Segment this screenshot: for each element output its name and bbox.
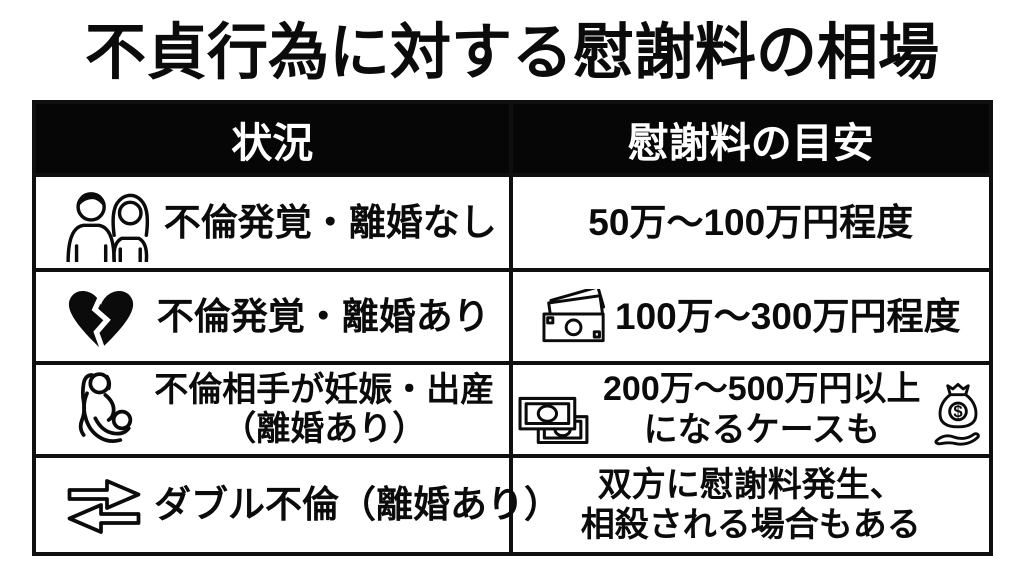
column-header-amount: 慰謝料の目安 bbox=[512, 104, 989, 177]
amount-label: 200万〜500万円以上 になるケースも bbox=[593, 369, 932, 449]
broken-heart-icon bbox=[62, 282, 140, 352]
amount-line-1: 双方に慰謝料発生、 bbox=[597, 465, 904, 504]
amount-line-2: 相殺される場合もある bbox=[580, 506, 921, 544]
table-row-2-amount: 100万〜300万円程度 bbox=[512, 272, 989, 365]
situation-line-1: 不倫相手が妊娠・出産 bbox=[154, 371, 495, 410]
table-row-4-situation: ダブル不倫（離婚あり） bbox=[36, 458, 561, 552]
column-header-situation-label: 状況 bbox=[231, 119, 314, 166]
table-row-1-situation: 不倫発覚・離婚なし bbox=[36, 177, 513, 272]
column-header-situation: 状況 bbox=[36, 104, 513, 177]
amount-line-2: になるケースも bbox=[643, 410, 880, 449]
table-row-3-amount: 200万〜500万円以上 になるケースも $ bbox=[512, 365, 989, 458]
situation-label: 不倫発覚・離婚なし bbox=[163, 201, 497, 243]
amount-label: 50万〜100万円程度 bbox=[588, 201, 914, 243]
double-arrows-icon bbox=[62, 474, 146, 536]
situation-label: 不倫相手が妊娠・出産 （離婚あり） bbox=[150, 371, 499, 448]
amount-label: 100万〜300万円程度 bbox=[615, 295, 961, 337]
situation-line-2: （離婚あり） bbox=[222, 409, 427, 448]
table-row-2-situation: 不倫発覚・離婚あり bbox=[36, 272, 513, 365]
banknotes-stack-icon bbox=[517, 394, 593, 450]
table-row-1-amount: 50万〜100万円程度 bbox=[512, 177, 989, 272]
page-title: 不貞行為に対する慰謝料の相場 bbox=[84, 18, 939, 86]
situation-label: ダブル不倫（離婚あり） bbox=[154, 484, 561, 526]
mother-baby-icon bbox=[62, 368, 142, 452]
column-header-amount-label: 慰謝料の目安 bbox=[627, 119, 874, 166]
table-row-3-situation: 不倫相手が妊娠・出産 （離婚あり） bbox=[36, 365, 513, 458]
svg-text:$: $ bbox=[953, 402, 963, 421]
table-row-4-amount: 双方に慰謝料発生、 相殺される場合もある bbox=[513, 458, 990, 552]
amount-label: 双方に慰謝料発生、 相殺される場合もある bbox=[581, 465, 921, 545]
money-bag-hand-icon: $ bbox=[931, 376, 985, 452]
amount-line-1: 200万〜500万円以上 bbox=[603, 370, 921, 409]
compensation-rate-table: 状況 慰謝料の目安 不倫発覚・離婚なし 50万〜100万円程度 bbox=[32, 100, 993, 556]
situation-label: 不倫発覚・離婚あり bbox=[156, 295, 490, 337]
couple-icon bbox=[62, 184, 154, 262]
banknotes-fan-icon bbox=[541, 288, 615, 345]
